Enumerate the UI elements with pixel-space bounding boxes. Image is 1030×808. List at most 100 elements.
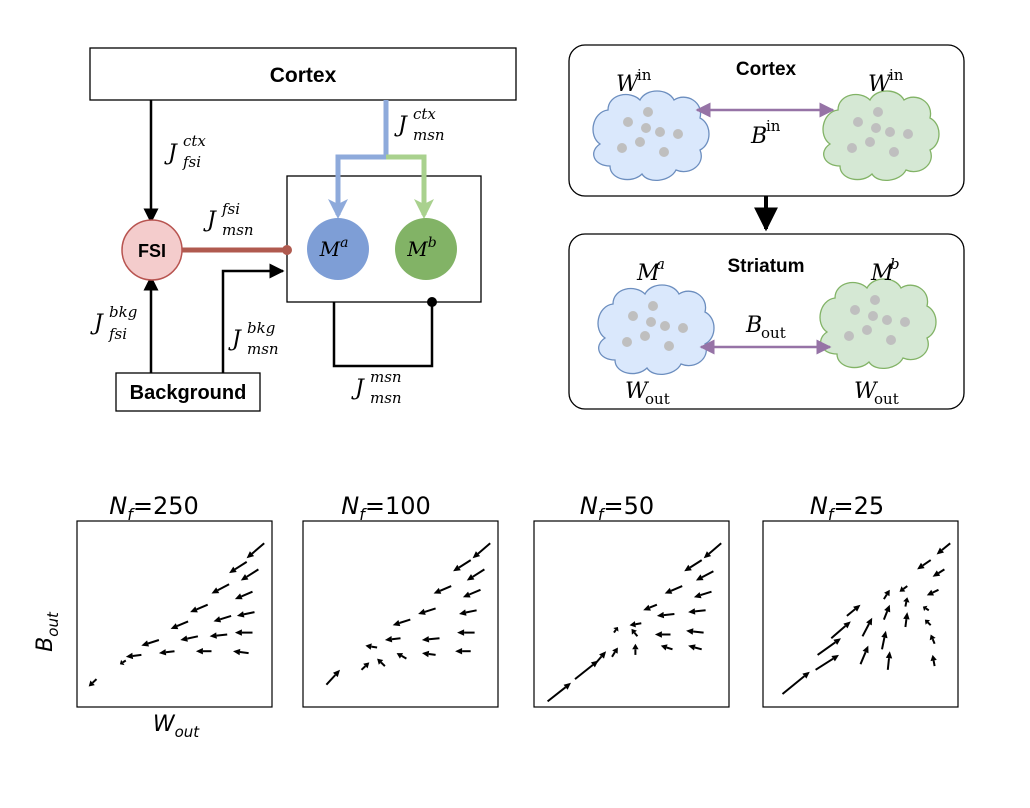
quiver-arrow xyxy=(246,542,265,559)
quiver-arrow xyxy=(462,588,481,598)
svg-text:msn: msn xyxy=(370,368,402,386)
quiver-arrow xyxy=(924,619,932,626)
svg-text:msn: msn xyxy=(370,389,402,407)
quiver-arrow xyxy=(882,604,891,620)
quiver-arrow xyxy=(158,649,175,656)
quiver-arrow xyxy=(377,658,386,667)
cortex-cloud-left xyxy=(592,90,710,182)
quiver-plot-2 xyxy=(302,520,499,708)
plot-frame xyxy=(533,520,730,708)
label-j-msn-ctx: J ctx msn xyxy=(394,105,445,144)
quiver-arrow xyxy=(929,634,936,645)
population-diagram: Cortex Striatum W in W in B in M a M b xyxy=(568,44,965,410)
background-box xyxy=(115,372,261,412)
quiver-xlabel: Wout xyxy=(153,712,200,741)
quiver-arrow xyxy=(396,653,407,660)
quiver-arrow xyxy=(459,609,477,616)
quiver-arrow xyxy=(190,603,209,613)
label-j-msn-fsi: J fsi msn xyxy=(203,200,254,239)
background-label: Background xyxy=(130,382,247,404)
quiver-arrow xyxy=(472,542,491,559)
svg-text:W: W xyxy=(625,379,650,404)
quiver-arrow xyxy=(885,651,893,670)
quiver-arrow xyxy=(664,585,683,594)
striatum-cloud-left xyxy=(597,284,715,376)
cortex-cloud-right xyxy=(822,90,940,182)
cortex-box xyxy=(89,47,517,101)
cortex-population-title: Cortex xyxy=(736,59,797,80)
quiver-arrow xyxy=(643,603,658,611)
label-w-out-right: W out xyxy=(854,379,899,408)
svg-text:M: M xyxy=(870,261,894,286)
ctx-to-msn-a-arrow xyxy=(328,100,389,219)
svg-text:in: in xyxy=(889,66,904,84)
ctx-to-msn-b-arrow xyxy=(386,154,434,219)
quiver-arrow xyxy=(365,643,378,650)
fsi-label: FSI xyxy=(138,241,166,261)
label-w-out-left: W out xyxy=(625,379,670,408)
svg-text:fsi: fsi xyxy=(221,200,240,218)
quiver-plot-4 xyxy=(762,520,959,708)
svg-text:B: B xyxy=(750,124,767,149)
quiver-arrow xyxy=(861,617,873,637)
svg-text:ctx: ctx xyxy=(413,105,436,123)
quiver-arrow xyxy=(180,635,199,642)
svg-text:J: J xyxy=(394,113,408,138)
svg-text:J: J xyxy=(351,376,365,401)
quiver-arrow xyxy=(936,542,951,555)
svg-text:in: in xyxy=(766,117,781,135)
panel-title: Nf=25 xyxy=(810,492,884,524)
svg-text:J: J xyxy=(228,327,242,352)
quiver-arrow xyxy=(195,648,212,655)
svg-text:J: J xyxy=(164,141,178,166)
quiver-arrow xyxy=(546,682,571,703)
quiver-plot-1 xyxy=(76,520,273,708)
quiver-arrow xyxy=(170,620,189,630)
panel-1: Nf=250 xyxy=(109,492,199,524)
quiver-arrow xyxy=(688,608,706,615)
label-w-in-right: W in xyxy=(868,66,904,97)
quiver-arrow xyxy=(457,629,475,636)
quiver-arrow xyxy=(418,607,436,615)
msn-b-node xyxy=(395,218,457,280)
msn-a-node xyxy=(307,218,369,280)
panel-title: Nf=100 xyxy=(341,492,431,524)
svg-text:W: W xyxy=(616,72,641,97)
quiver-arrow xyxy=(703,542,722,559)
quiver-arrow xyxy=(899,585,908,592)
quiver-arrow xyxy=(686,628,704,635)
svg-text:out: out xyxy=(874,390,899,408)
quiver-arrow xyxy=(903,612,910,628)
svg-text:fsi: fsi xyxy=(182,153,201,171)
quiver-arrow xyxy=(781,671,810,695)
svg-text:J: J xyxy=(90,311,104,336)
quiver-arrow xyxy=(453,559,472,572)
plot-frame xyxy=(762,520,959,708)
svg-text:msn: msn xyxy=(247,340,279,358)
panel-3: Nf=50 xyxy=(580,492,654,524)
striatum-population-title: Striatum xyxy=(727,256,804,277)
svg-text:b: b xyxy=(890,255,900,273)
quiver-arrow xyxy=(656,611,675,619)
quiver-arrow xyxy=(613,627,619,634)
quiver-arrow xyxy=(141,639,160,647)
quiver-arrow xyxy=(654,631,671,638)
quiver-arrow xyxy=(611,647,618,658)
quiver-arrow xyxy=(688,644,702,651)
svg-text:J: J xyxy=(203,208,217,233)
svg-text:M: M xyxy=(636,261,660,286)
fsi-to-msn-terminal xyxy=(282,245,292,255)
quiver-arrow xyxy=(433,585,452,594)
quiver-arrow xyxy=(883,589,890,600)
label-m-a: M a xyxy=(636,255,665,286)
label-m-b: M b xyxy=(870,255,900,286)
svg-text:fsi: fsi xyxy=(108,325,127,343)
quiver-arrow xyxy=(421,636,440,643)
quiver-arrow xyxy=(234,590,253,600)
msn-b-label: Mb xyxy=(406,235,436,261)
quiver-arrow xyxy=(229,561,248,574)
quiver-arrow xyxy=(209,632,228,639)
quiver-arrow xyxy=(422,650,436,658)
quiver-arrow xyxy=(930,654,937,667)
label-j-fsi-bkg: J bkg fsi xyxy=(90,303,137,343)
